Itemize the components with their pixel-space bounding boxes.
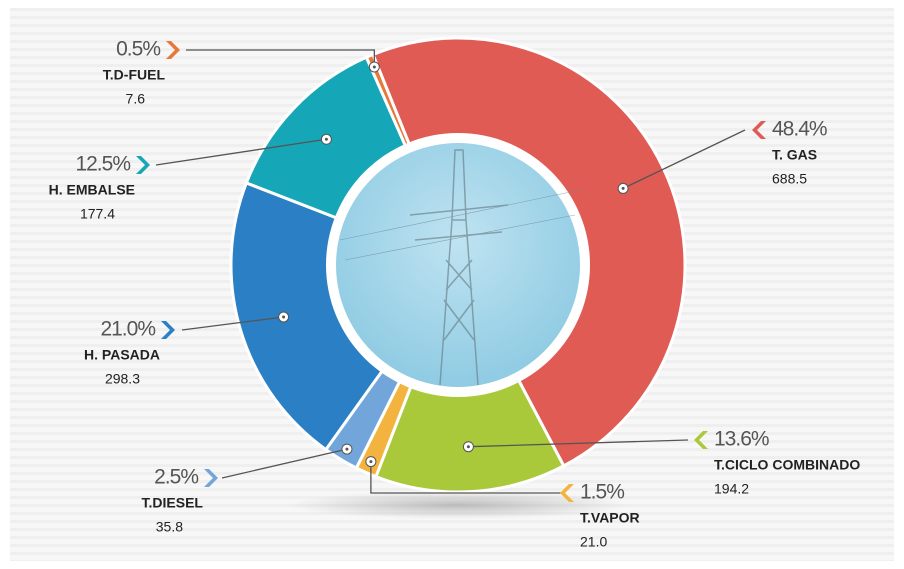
- dot-center: [369, 460, 372, 463]
- category-label: T.CICLO COMBINADO: [714, 457, 860, 473]
- dot-center: [622, 187, 625, 190]
- shadow: [288, 491, 628, 519]
- dot-center: [373, 65, 376, 68]
- share-label: 13.6%: [714, 428, 769, 451]
- share-label: 2.5%: [154, 466, 198, 489]
- value-label: 177.4: [80, 206, 115, 222]
- center-image: [336, 143, 580, 387]
- dot-center: [282, 315, 285, 318]
- share-label: 12.5%: [75, 153, 130, 176]
- dot-center: [325, 138, 328, 141]
- category-label: T.VAPOR: [580, 510, 640, 526]
- dot-center: [345, 448, 348, 451]
- value-label: 35.8: [156, 519, 183, 535]
- share-label: 48.4%: [772, 118, 827, 141]
- dot-center: [467, 445, 470, 448]
- chart: 48.4% T. GAS 688.5 13.6% T.CICLO COMBINADO 19…: [0, 0, 904, 569]
- category-label: T.DIESEL: [142, 495, 204, 511]
- share-label: 21.0%: [100, 318, 155, 341]
- value-label: 7.6: [126, 91, 146, 107]
- category-label: T. GAS: [772, 147, 817, 163]
- category-label: T.D-FUEL: [103, 67, 166, 83]
- value-label: 21.0: [580, 534, 607, 550]
- category-label: H. EMBALSE: [49, 182, 135, 198]
- value-label: 194.2: [714, 481, 749, 497]
- share-label: 1.5%: [580, 481, 624, 504]
- value-label: 688.5: [772, 171, 807, 187]
- value-label: 298.3: [105, 371, 140, 387]
- share-label: 0.5%: [116, 38, 160, 61]
- category-label: H. PASADA: [84, 347, 160, 363]
